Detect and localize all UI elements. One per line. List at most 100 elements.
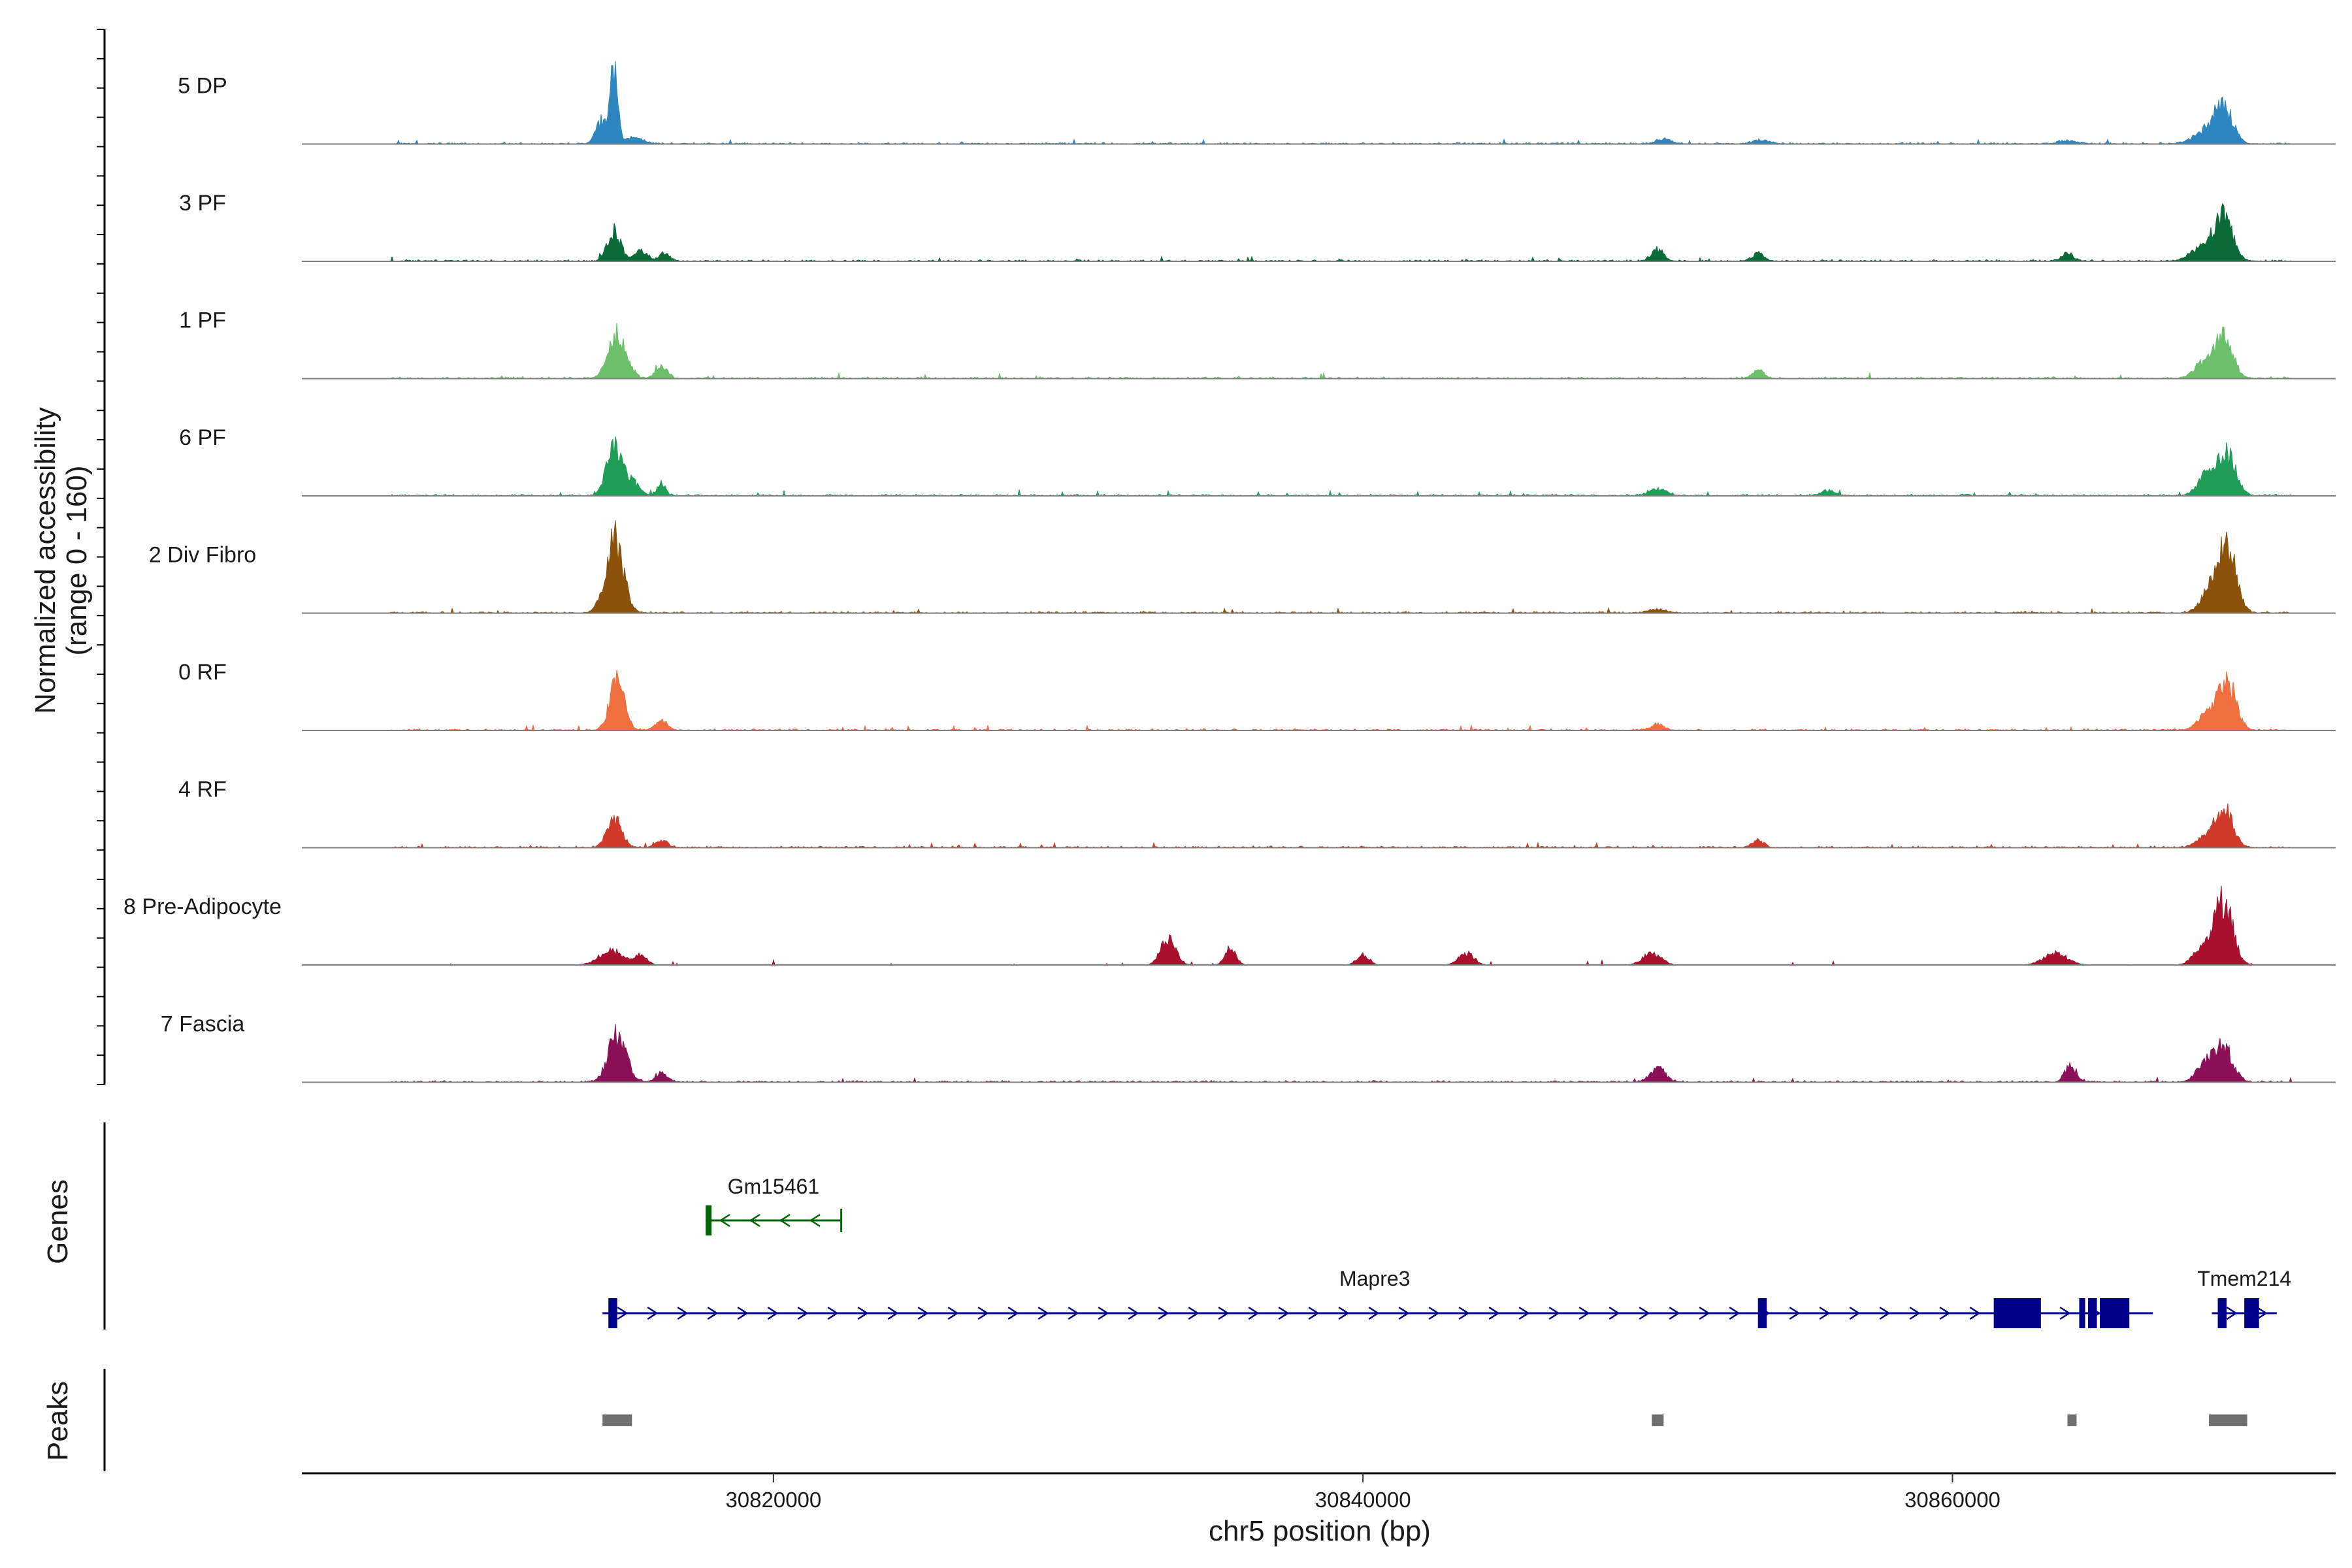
genes-panel-title: Genes (42, 1179, 74, 1264)
strand-arrow (1007, 1306, 1019, 1320)
gene-mapre3: Mapre3 (602, 1267, 2153, 1328)
strand-arrow (2226, 1306, 2238, 1320)
strand-arrow (1789, 1306, 1801, 1320)
gene-label: Tmem214 (2197, 1267, 2291, 1290)
strand-arrow (1128, 1306, 1139, 1320)
strand-arrow (1308, 1306, 1320, 1320)
strand-arrow (1278, 1306, 1290, 1320)
track-label: 3 PF (179, 191, 226, 216)
strand-arrow (647, 1306, 659, 1320)
strand-arrow (1909, 1306, 1921, 1320)
strand-arrow (1068, 1306, 1079, 1320)
strand-arrow (677, 1306, 689, 1320)
strand-arrow (1669, 1306, 1680, 1320)
x-axis: 30820000 30840000 30860000 (302, 1472, 2336, 1512)
coverage-track: 6 PF (179, 425, 2336, 497)
strand-arrow (737, 1306, 749, 1320)
exon (706, 1205, 712, 1235)
track-label: 7 Fascia (161, 1012, 245, 1037)
coverage-track: 5 DP (178, 61, 2336, 145)
strand-arrow (1488, 1306, 1500, 1320)
strand-arrow (2256, 1306, 2268, 1320)
strand-arrow (1699, 1306, 1710, 1320)
strand-arrow (749, 1213, 760, 1228)
y-axis-subtitle: (range 0 - 160) (61, 465, 93, 655)
strand-arrow (1548, 1306, 1560, 1320)
gene-label: Gm15461 (728, 1175, 820, 1198)
coverage-track: 0 RF (178, 660, 2336, 731)
track-label: 4 RF (178, 777, 227, 802)
strand-arrow (719, 1213, 730, 1228)
strand-arrow (1879, 1306, 1891, 1320)
strand-arrow (1458, 1306, 1470, 1320)
strand-arrow (767, 1306, 779, 1320)
x-tick-label: 30840000 (1315, 1488, 1411, 1512)
strand-arrow (1338, 1306, 1350, 1320)
strand-arrow (1518, 1306, 1530, 1320)
track-label: 6 PF (179, 425, 226, 450)
strand-arrow (1578, 1306, 1590, 1320)
peaks-panel (103, 1369, 2247, 1471)
x-tick-label: 30860000 (1904, 1488, 2001, 1512)
genes-panel: Gm15461 Mapre3 Tmem214 (103, 1122, 2291, 1330)
strand-arrow (1428, 1306, 1440, 1320)
peak-region (602, 1414, 632, 1426)
track-label: 5 DP (178, 74, 227, 99)
track-label: 2 Div Fibro (149, 543, 256, 568)
exon (1993, 1298, 2041, 1328)
strand-arrow (1819, 1306, 1831, 1320)
strand-arrow (1849, 1306, 1861, 1320)
x-axis-title: chr5 position (bp) (1209, 1515, 1431, 1547)
exon (2244, 1298, 2259, 1328)
gene-label: Mapre3 (1339, 1267, 1411, 1290)
strand-arrow (1398, 1306, 1410, 1320)
y-axis-title: Normalized accessibility (29, 407, 61, 713)
coverage-track: 3 PF (179, 191, 2336, 262)
coverage-track: 8 Pre-Adipocyte (123, 885, 2336, 966)
strand-arrow (917, 1306, 929, 1320)
coverage-track: 2 Div Fibro (149, 520, 2336, 614)
peak-region (2209, 1414, 2247, 1426)
exon (2100, 1298, 2130, 1328)
strand-arrow (977, 1306, 989, 1320)
strand-arrow (779, 1213, 791, 1228)
peak-region (2067, 1414, 2077, 1426)
peaks-panel-title: Peaks (42, 1381, 74, 1461)
coverage-track: 1 PF (179, 308, 2336, 380)
strand-arrow (1368, 1306, 1380, 1320)
exon (2088, 1298, 2097, 1328)
x-tick-label: 30820000 (725, 1488, 821, 1512)
coverage-track: 4 RF (178, 777, 2336, 849)
strand-arrow (827, 1306, 839, 1320)
exon (2079, 1298, 2085, 1328)
strand-arrow (1969, 1306, 1981, 1320)
strand-arrow (707, 1306, 719, 1320)
y-axis (97, 29, 106, 1085)
strand-arrow (947, 1306, 959, 1320)
strand-arrow (1098, 1306, 1109, 1320)
peak-region (1652, 1414, 1664, 1426)
track-label: 1 PF (179, 308, 226, 333)
gene-tmem214: Tmem214 (2197, 1267, 2291, 1328)
strand-arrow (1639, 1306, 1650, 1320)
strand-arrow (1218, 1306, 1230, 1320)
strand-arrow (617, 1306, 629, 1320)
strand-arrow (809, 1213, 821, 1228)
gene-gm15461: Gm15461 (706, 1175, 843, 1235)
strand-arrow (1609, 1306, 1620, 1320)
track-label: 8 Pre-Adipocyte (123, 894, 282, 919)
strand-arrow (2059, 1306, 2071, 1320)
exon (608, 1298, 617, 1328)
strand-arrow (1158, 1306, 1169, 1320)
track-label: 0 RF (178, 660, 227, 685)
strand-arrow (857, 1306, 869, 1320)
strand-arrow (1939, 1306, 1951, 1320)
coverage-track: 7 Fascia (161, 1012, 2336, 1083)
strand-arrow (1248, 1306, 1260, 1320)
exon (1757, 1298, 1767, 1328)
exon (2217, 1298, 2227, 1328)
accessibility-tracks: 5 DP 3 PF 1 PF 6 PF 2 Div Fibro 0 RF 4 RF 8 Pre… (97, 29, 2336, 1085)
strand-arrow (1729, 1306, 1740, 1320)
